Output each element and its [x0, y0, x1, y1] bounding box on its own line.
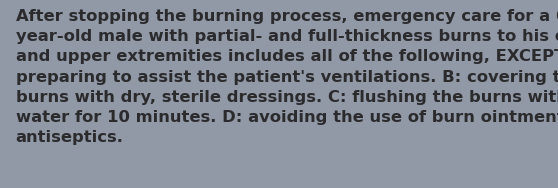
- Text: After stopping the burning process, emergency care for a 68-
year-old male with : After stopping the burning process, emer…: [16, 9, 558, 145]
